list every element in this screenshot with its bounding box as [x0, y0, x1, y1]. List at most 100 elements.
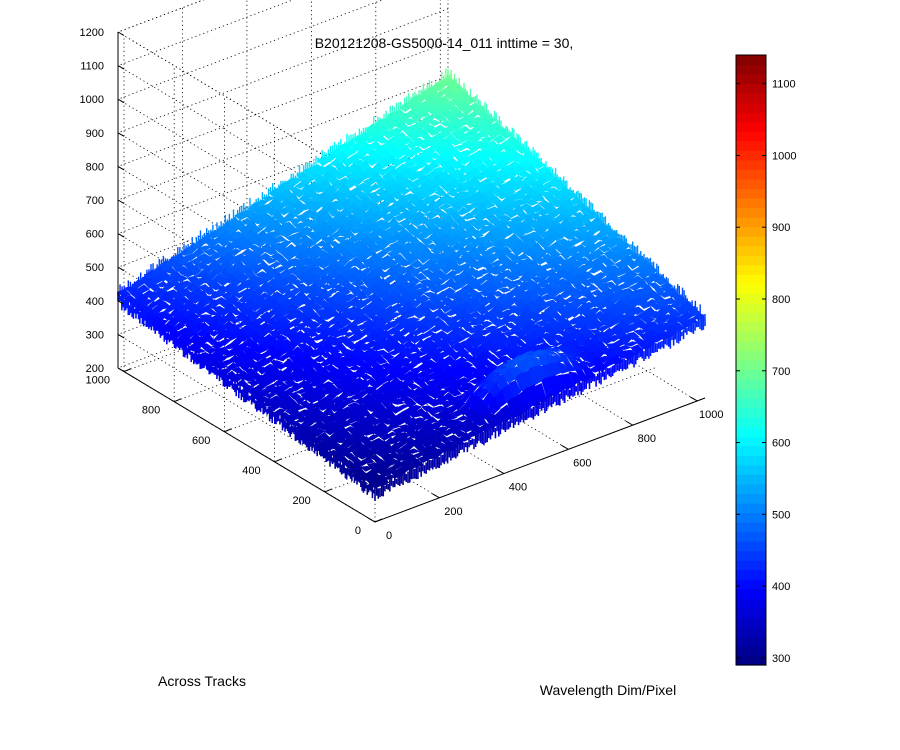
surface-patch: [427, 263, 442, 273]
surface-patch: [294, 250, 309, 261]
colorbar-strip: [736, 588, 766, 599]
surface-patch: [335, 399, 349, 410]
colorbar-strip: [736, 226, 766, 237]
surface-patch: [537, 238, 551, 248]
across-tracks-tick-label: 800: [142, 405, 160, 417]
surface-patch: [455, 415, 470, 421]
across-tracks-tick-mark: [174, 398, 182, 403]
surface-patch: [440, 400, 454, 409]
surface-patch: [273, 235, 287, 243]
wavelength-axis-ticks: 0 200 400 600 800 1000: [367, 396, 724, 542]
surface-patch: [252, 318, 267, 326]
surface-patch: [459, 263, 473, 273]
surface-patch: [407, 408, 421, 418]
surface-patch: [274, 266, 288, 273]
colorbar-tick-label: 500: [772, 509, 790, 521]
surface-patch: [544, 268, 559, 278]
surface-patch: [506, 355, 519, 362]
surface-patch: [407, 129, 421, 141]
surface-patch: [471, 260, 485, 270]
surface-patch: [321, 406, 335, 416]
wavelength-tick-label: 200: [444, 506, 462, 518]
surface-patch: [383, 234, 397, 245]
surface-patch: [397, 432, 411, 441]
surface-patch: [518, 271, 532, 282]
surface-patch: [374, 356, 388, 365]
surface-patch: [495, 191, 510, 200]
surface-patch: [320, 310, 335, 321]
surface-patch: [471, 116, 485, 127]
surface-patch: [398, 357, 413, 368]
surface-patch: [680, 311, 694, 322]
surface-patch: [523, 319, 537, 329]
wavelength-tick-mark: [432, 493, 440, 499]
surface-patch: [433, 405, 447, 413]
surface-patch: [242, 373, 256, 382]
surface-patch: [202, 325, 216, 337]
surface-patch: [286, 227, 301, 234]
surface-patch: [387, 206, 402, 217]
surface-patch: [397, 188, 412, 196]
surface-patch: [359, 336, 374, 343]
surface-patch: [421, 367, 436, 376]
across-tracks-tick-label: 200: [292, 495, 310, 507]
surface-patch: [407, 206, 421, 217]
surface-patch: [400, 136, 414, 145]
surface-patch: [633, 329, 647, 336]
surface-patch: [457, 404, 472, 416]
surface-patch: [296, 203, 311, 211]
colorbar-strip: [736, 207, 766, 218]
surface-patch: [550, 231, 565, 242]
colorbar-strip: [736, 340, 766, 352]
surface-patch: [459, 149, 474, 159]
surface-patch: [571, 217, 585, 230]
surface-patch: [438, 127, 452, 139]
z-tick-label: 1100: [80, 61, 104, 73]
surface-patch: [495, 302, 509, 312]
colorbar-strip: [736, 407, 766, 418]
surface-patch: [476, 303, 490, 315]
z-axis-ticks: 200 300 400 500 600 700 800 900 1000 1100 1200: [80, 27, 125, 375]
surface-patch: [336, 391, 351, 401]
surface-patch: [362, 177, 377, 187]
z-tick-mark: [117, 367, 125, 372]
colorbar-tick-label: 700: [772, 366, 790, 378]
surface-patch: [453, 111, 468, 119]
surface-patch: [602, 356, 617, 367]
surface-patch: [624, 341, 639, 347]
surface-patch: [612, 266, 627, 277]
surface-patch: [426, 272, 440, 283]
surface-patch: [470, 157, 484, 168]
colorbar-strip: [736, 426, 766, 437]
surface-patch: [476, 387, 491, 399]
surface-patch: [520, 193, 534, 204]
surface-patch: [554, 349, 567, 355]
surface-patch: [623, 275, 637, 287]
surface-patch: [353, 298, 367, 310]
surface-patch: [579, 279, 594, 287]
surface-patch: [576, 226, 591, 236]
surface-patch: [171, 262, 185, 273]
surface-patch: [617, 344, 632, 351]
surface-patch: [578, 213, 592, 224]
surface-patch: [435, 426, 449, 436]
surface-patch: [410, 259, 424, 269]
colorbar-strip: [736, 360, 766, 371]
surface-patch: [401, 308, 415, 319]
surface-patch: [491, 317, 506, 328]
surface-patch: [452, 399, 466, 411]
surface-patch: [220, 292, 235, 301]
surface-patch: [370, 341, 384, 351]
surface-patch: [591, 320, 605, 330]
surface-patch: [432, 166, 446, 176]
surface-patch: [392, 452, 407, 462]
surface-patch: [402, 157, 416, 168]
surface-patch: [410, 146, 425, 154]
colorbar-strip: [736, 483, 766, 495]
surface-patch: [448, 139, 463, 146]
surface-patch: [563, 189, 577, 200]
surface-patch: [453, 391, 467, 401]
surface-patch: [487, 395, 501, 415]
surface-patch: [570, 260, 584, 270]
surface-patch: [204, 347, 219, 355]
